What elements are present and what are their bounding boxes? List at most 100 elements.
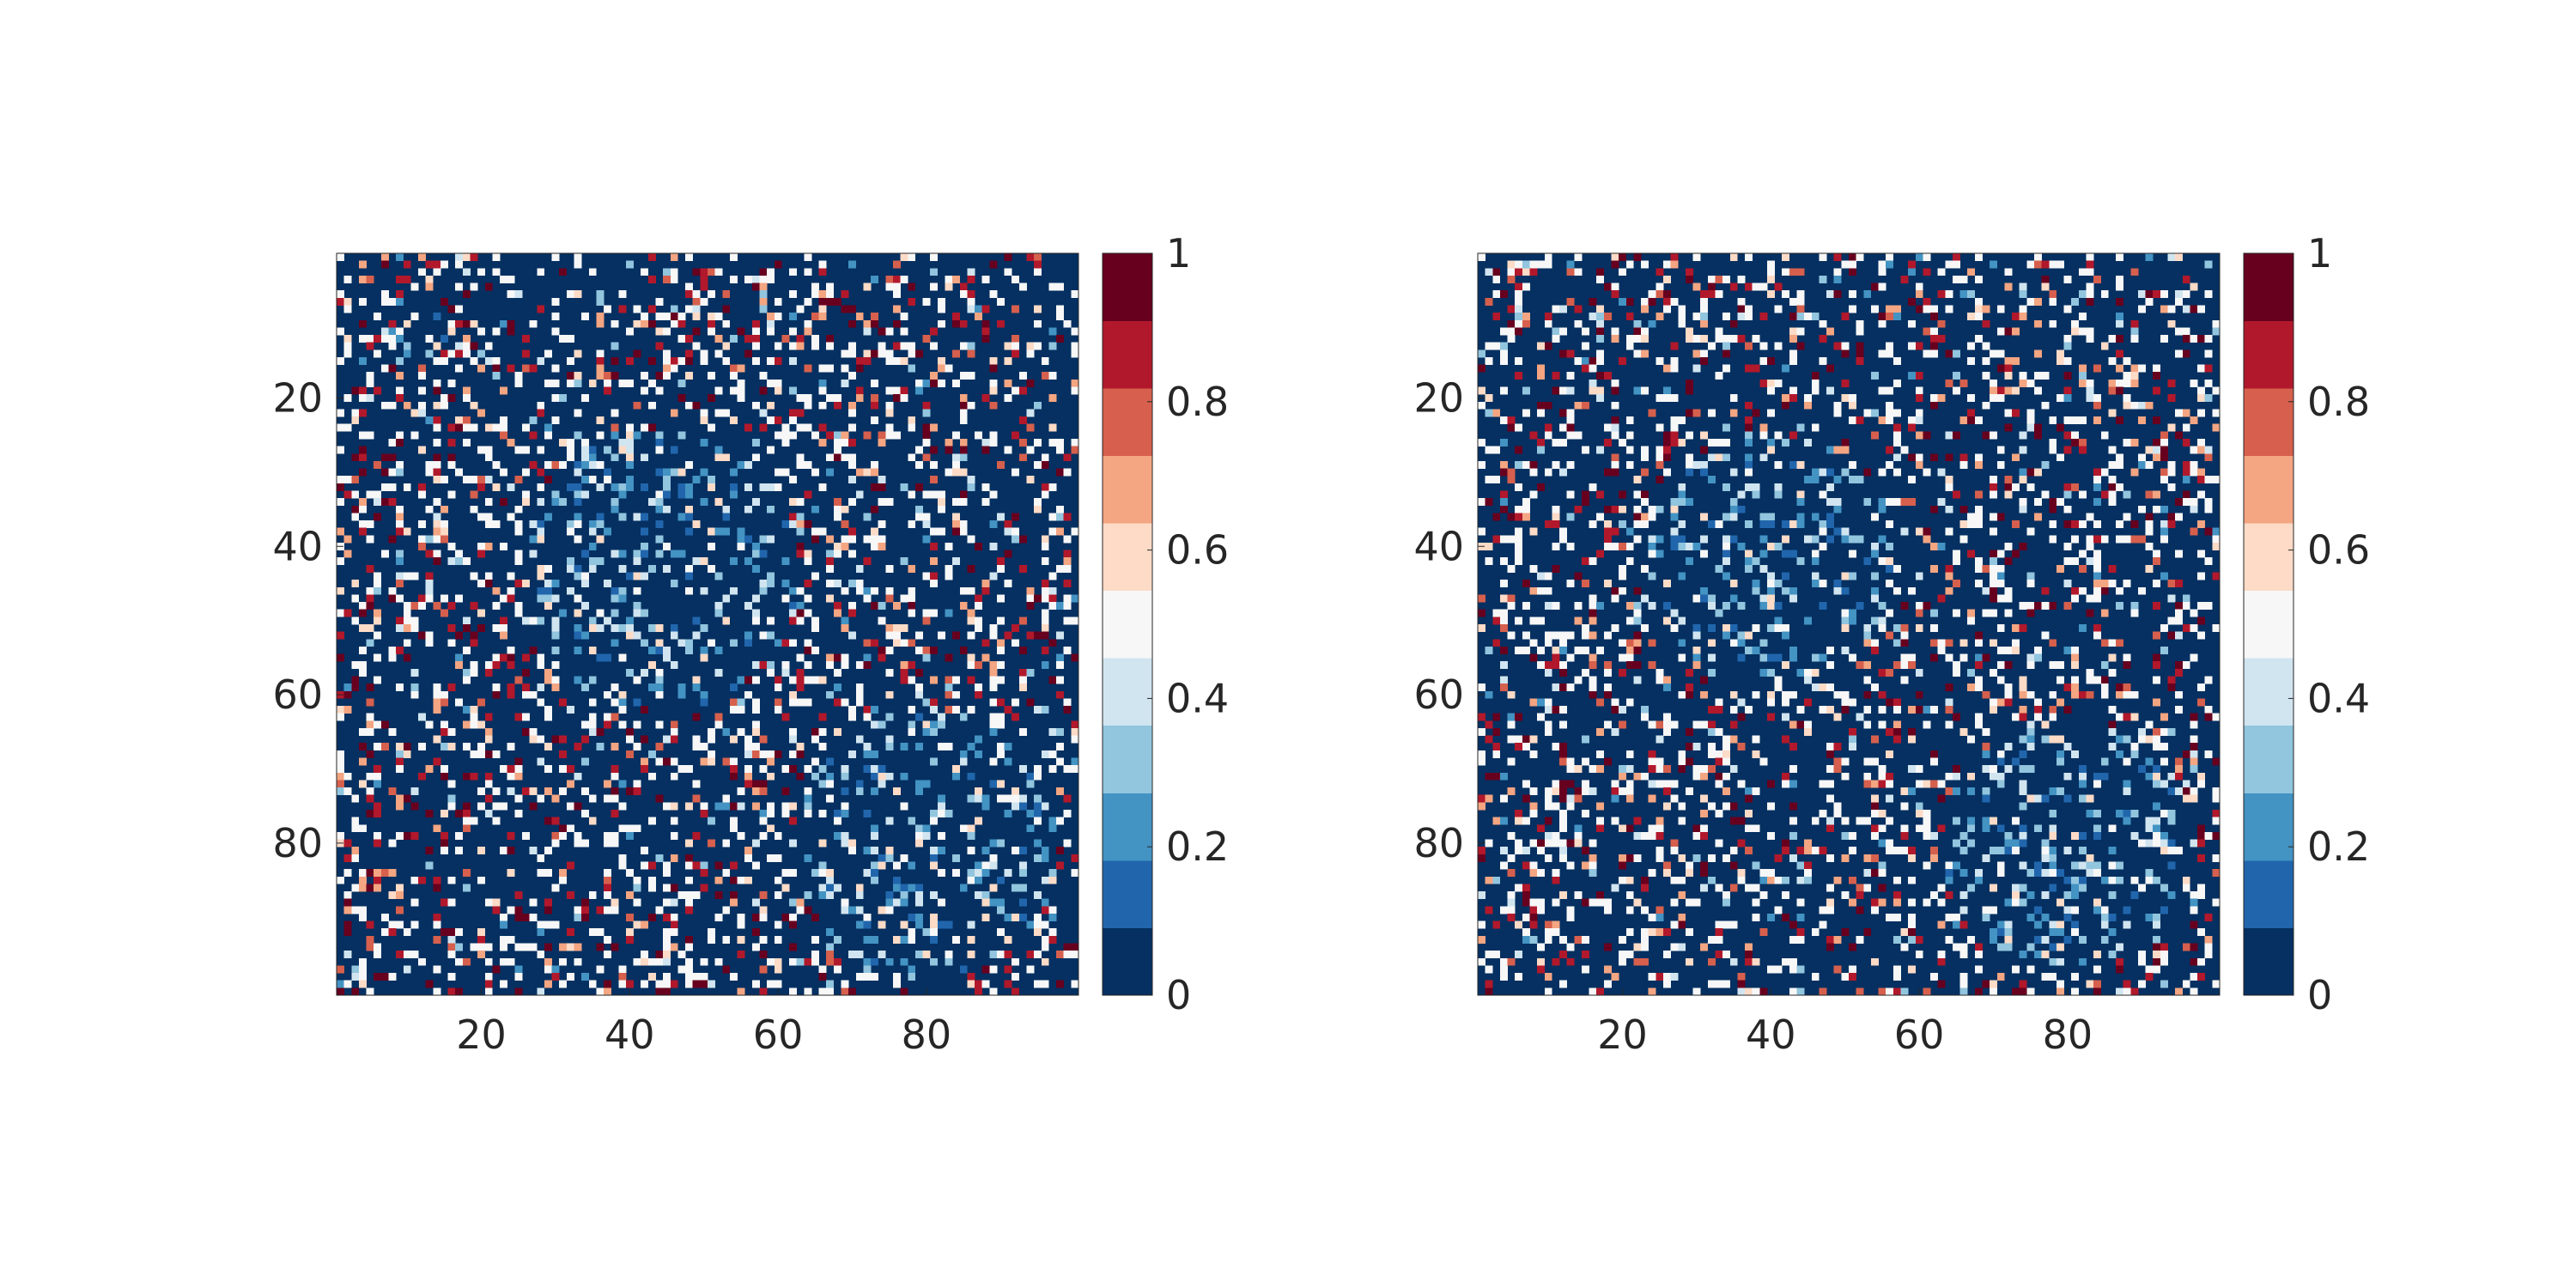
heatmap-cell [900, 772, 908, 781]
heatmap-cell [425, 283, 434, 291]
heatmap-cell [708, 476, 715, 484]
heatmap-cell [1515, 505, 1523, 513]
heatmap-cell [2167, 839, 2176, 848]
heatmap-cell [566, 446, 574, 454]
heatmap-cell [1959, 505, 1968, 513]
heatmap-cell [1766, 668, 1775, 677]
heatmap-cell [1722, 364, 1731, 373]
heatmap-cell [1700, 297, 1709, 306]
heatmap-cell [1707, 439, 1716, 447]
heatmap-cell [1552, 683, 1560, 692]
heatmap-cell [440, 898, 448, 907]
heatmap-cell [374, 831, 382, 840]
heatmap-cell [1633, 639, 1642, 647]
heatmap-cell [1648, 542, 1656, 550]
heatmap-cell [2071, 653, 2080, 662]
heatmap-cell [477, 476, 486, 484]
heatmap-cell [1870, 617, 1879, 625]
heatmap-cell [729, 335, 738, 343]
heatmap-cell [470, 750, 478, 758]
heatmap-cell [2049, 505, 2057, 513]
heatmap-cell [818, 313, 827, 321]
heatmap-cell [1856, 342, 1864, 350]
heatmap-cell [1670, 609, 1679, 617]
heatmap-cell [396, 617, 404, 625]
heatmap-cell [2175, 706, 2184, 714]
heatmap-cell [1603, 661, 1612, 670]
heatmap-cell [343, 342, 352, 350]
heatmap-cell [2204, 706, 2213, 714]
heatmap-cell [470, 943, 478, 951]
heatmap-cell [826, 884, 835, 892]
heatmap-cell [1870, 594, 1879, 603]
heatmap-cell [677, 951, 686, 959]
heatmap-cell [2153, 364, 2161, 373]
heatmap-cell [1886, 542, 1894, 550]
heatmap-cell [1499, 356, 1508, 365]
heatmap-cell [1670, 505, 1679, 513]
heatmap-cell [1878, 861, 1886, 870]
heatmap-cell [343, 980, 352, 988]
heatmap-cell [507, 765, 515, 774]
heatmap-cell [2026, 869, 2035, 878]
heatmap-cell [1878, 824, 1886, 833]
heatmap-cell [625, 379, 634, 387]
heatmap-cell [796, 305, 805, 313]
heatmap-cell [604, 446, 611, 454]
heatmap-cell [2175, 787, 2184, 796]
colorbar-segment [1103, 455, 1152, 524]
heatmap-cell [1826, 520, 1835, 528]
heatmap-cell [700, 653, 708, 662]
heatmap-cell [574, 498, 582, 507]
heatmap-cell [1499, 468, 1508, 477]
heatmap-cell [2204, 290, 2213, 299]
heatmap-cell [1908, 727, 1917, 736]
heatmap-cell [1863, 557, 1872, 566]
heatmap-cell [1974, 631, 1983, 640]
heatmap-cell [633, 557, 641, 566]
heatmap-cell [1625, 557, 1634, 566]
heatmap-cell [403, 483, 411, 491]
heatmap-cell [2049, 847, 2057, 855]
heatmap-cell [700, 957, 708, 966]
heatmap-cell [1930, 624, 1938, 632]
heatmap-cell [529, 535, 538, 544]
heatmap-cell [1507, 260, 1516, 269]
heatmap-cell [692, 290, 701, 299]
heatmap-cell [1499, 861, 1508, 870]
heatmap-cell [1766, 780, 1775, 788]
heatmap-cell [1870, 794, 1879, 803]
heatmap-cell [885, 431, 894, 440]
heatmap-cell [663, 564, 671, 573]
heatmap-cell [1048, 527, 1057, 536]
heatmap-cell [692, 557, 701, 566]
heatmap-cell [462, 253, 471, 261]
heatmap-cell [841, 839, 849, 848]
heatmap-cell [818, 364, 827, 373]
x-tick-label: 80 [902, 1012, 952, 1058]
heatmap-cell [647, 624, 656, 632]
heatmap-cell [981, 802, 990, 811]
heatmap-cell [1930, 327, 1938, 336]
heatmap-cell [714, 446, 723, 454]
heatmap-cell [1923, 305, 1931, 313]
heatmap-cell [959, 965, 968, 974]
heatmap-cell [1990, 483, 1998, 491]
heatmap-cell [410, 572, 419, 580]
heatmap-cell [878, 520, 886, 528]
heatmap-cell [2004, 386, 2013, 395]
heatmap-cell [1959, 831, 1968, 840]
heatmap-cell [1856, 349, 1864, 358]
heatmap-cell [1863, 290, 1872, 299]
heatmap-cell [1485, 268, 1493, 276]
heatmap-cell [1878, 869, 1886, 878]
heatmap-cell [2182, 327, 2190, 336]
heatmap-cell [337, 290, 344, 299]
heatmap-cell [544, 564, 552, 573]
heatmap-cell [863, 431, 872, 440]
heatmap-cell [1012, 275, 1020, 283]
heatmap-cell [1625, 335, 1634, 343]
heatmap-cell [789, 987, 797, 996]
heatmap-cell [1700, 772, 1709, 781]
heatmap-cell [522, 713, 530, 721]
